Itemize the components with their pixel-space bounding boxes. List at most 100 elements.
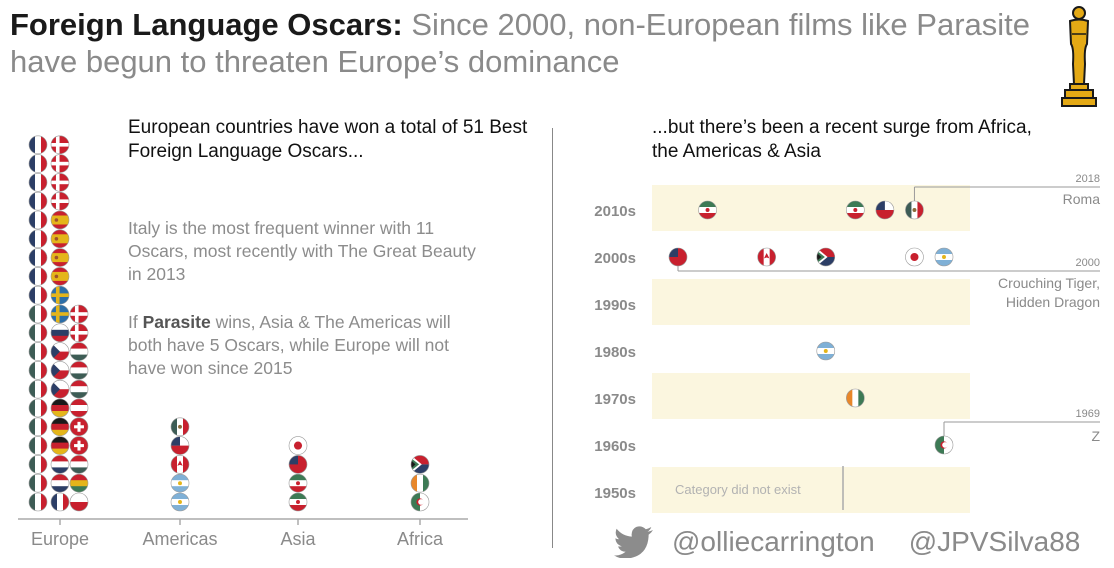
flag-europe-hu-2-7 <box>69 361 89 380</box>
film-annotations: 2018 Roma 2000 Crouching Tiger, Hidden Drago… <box>677 173 1100 445</box>
flag-americas-ar-1 <box>170 473 190 493</box>
flag-europe-fr-0-18 <box>28 154 48 173</box>
flag-europe-ru-1-9 <box>50 323 70 343</box>
flag-europe-fr-1-0 <box>50 492 70 512</box>
annotation-2000: 2000 Crouching Tiger, Hidden Dragon <box>677 257 1100 310</box>
flag-europe-es-1-15 <box>50 210 70 230</box>
flag-europe-se-1-11 <box>50 285 70 305</box>
annotation-film-2000-1: Hidden Dragon <box>1006 294 1100 310</box>
band-1970s <box>652 373 970 419</box>
annotation-1969: 1969 Z <box>943 408 1100 445</box>
flag-africa-za-2 <box>410 455 430 474</box>
flag-asia-ir-1 <box>288 473 308 493</box>
flag-europe-fr-0-12 <box>28 267 48 286</box>
flag-europe-it-0-9 <box>28 323 48 343</box>
continent-tick-labels: Europe Americas Asia Africa <box>31 519 444 549</box>
flag-africa-dz-0 <box>410 492 430 512</box>
parasite-note-pre: If <box>128 312 143 332</box>
decade-bands <box>652 185 970 513</box>
flag-europe-fr-0-19 <box>28 135 48 155</box>
annotation-film-1969-0: Z <box>1091 428 1100 444</box>
flag-europe-it-0-8 <box>28 342 48 361</box>
flag-africa-ci-1 <box>410 473 430 493</box>
flag-europe-dk-1-17 <box>50 173 70 192</box>
flag-europe-ch-2-4 <box>69 417 89 437</box>
flag-europe-it-0-2 <box>28 455 48 474</box>
twitter-handle-2[interactable]: @JPVSilva88 <box>908 526 1081 557</box>
oscar-statuette-icon <box>1061 6 1097 107</box>
point-1969-dz <box>934 435 954 455</box>
flag-europe-it-0-1 <box>28 473 48 493</box>
twitter-bird-icon[interactable] <box>614 526 654 558</box>
annotation-year-1969: 1969 <box>1076 408 1100 420</box>
band-1990s <box>652 279 970 325</box>
flag-asia-jp-3 <box>288 436 308 455</box>
flag-europe-it-0-0 <box>28 492 48 512</box>
point-2017-cl <box>875 200 895 220</box>
flag-europe-it-0-3 <box>28 436 48 455</box>
flag-europe-es-1-14 <box>50 229 70 249</box>
tick-label-1980s: 1980s <box>594 344 636 361</box>
title-rest: Since 2000, non-European films like Para… <box>10 7 1031 79</box>
flag-europe-dk-1-16 <box>50 191 70 211</box>
point-2016-ir <box>846 200 865 220</box>
flag-europe-de-1-3 <box>50 436 70 455</box>
flag-europe-fr-0-11 <box>28 285 48 305</box>
tick-label-1950s: 1950s <box>594 485 636 502</box>
parasite-note-post: wins, Asia & The Americas will both have… <box>128 312 451 378</box>
flag-americas-cl-3 <box>170 436 190 455</box>
flag-europe-it-0-6 <box>28 379 48 399</box>
tick-label-1970s: 1970s <box>594 391 636 408</box>
flag-europe-nl-1-2 <box>50 455 70 474</box>
flag-europe-it-0-5 <box>28 398 48 418</box>
flag-europe-fr-0-13 <box>28 248 48 267</box>
decade-flag-points <box>668 200 954 455</box>
flag-stacks <box>28 135 430 512</box>
flag-europe-fr-0-16 <box>28 191 48 211</box>
flag-europe-nl-1-1 <box>50 473 70 493</box>
flag-europe-hu-2-6 <box>69 379 89 399</box>
continent-oscar-chart: Europe Americas Asia Africa <box>18 135 468 549</box>
flag-europe-cz-1-7 <box>50 361 70 380</box>
flag-europe-it-0-4 <box>28 417 48 437</box>
decade-oscar-chart: 2010s 2000s 1990s 1980s 1970s 1960s 1950s Cate… <box>594 173 1100 513</box>
flag-europe-ch-2-3 <box>69 436 89 455</box>
flag-europe-cz-1-8 <box>50 342 70 361</box>
flag-europe-pl-2-0 <box>69 492 89 512</box>
annotation-year-2018: 2018 <box>1076 173 1100 185</box>
twitter-handle-1[interactable]: @olliecarrington <box>672 526 875 557</box>
flag-asia-tw-2 <box>288 455 308 474</box>
flag-europe-cz-1-6 <box>50 379 70 399</box>
decade-tick-labels: 2010s 2000s 1990s 1980s 1970s 1960s 1950s <box>594 203 636 502</box>
point-2009-ar <box>934 247 954 267</box>
flag-europe-dk-2-9 <box>69 323 89 343</box>
right-panel-subtitle: ...but there’s been a recent surge from … <box>652 117 1032 162</box>
annotation-year-2000: 2000 <box>1076 257 1100 269</box>
point-2000-tw <box>668 247 688 267</box>
flag-europe-de-1-4 <box>50 417 70 437</box>
panel-divider <box>552 128 553 548</box>
point-2011-ir <box>698 200 717 220</box>
flag-asia-ir-0 <box>288 492 308 512</box>
tick-label-1960s: 1960s <box>594 438 636 455</box>
category-not-exist-label: Category did not exist <box>675 482 801 497</box>
tick-label-2010s: 2010s <box>594 203 636 220</box>
flag-europe-hu-2-8 <box>69 342 89 361</box>
flag-europe-dk-1-19 <box>50 135 70 155</box>
point-1985-ar <box>816 341 836 361</box>
flag-americas-mx-4 <box>170 417 190 437</box>
credits-footer: @olliecarrington @JPVSilva88 <box>614 520 1080 564</box>
flag-europe-hu-2-2 <box>69 455 89 474</box>
flag-europe-de-1-5 <box>50 398 70 418</box>
flag-europe-es-1-12 <box>50 267 70 286</box>
tick-label-1990s: 1990s <box>594 297 636 314</box>
point-2003-ca <box>757 247 776 267</box>
flag-europe-dk-1-18 <box>50 154 70 173</box>
flag-europe-fr-0-15 <box>28 210 48 230</box>
annotation-film-2000-0: Crouching Tiger, <box>998 275 1100 291</box>
chart-title: Foreign Language Oscars: Since 2000, non… <box>10 6 1050 80</box>
annotation-2018: 2018 Roma <box>913 173 1100 210</box>
flag-americas-ar-0 <box>170 492 190 512</box>
left-panel-subtitle: European countries have won a total of 5… <box>128 117 528 162</box>
flag-europe-es-1-13 <box>50 248 70 267</box>
